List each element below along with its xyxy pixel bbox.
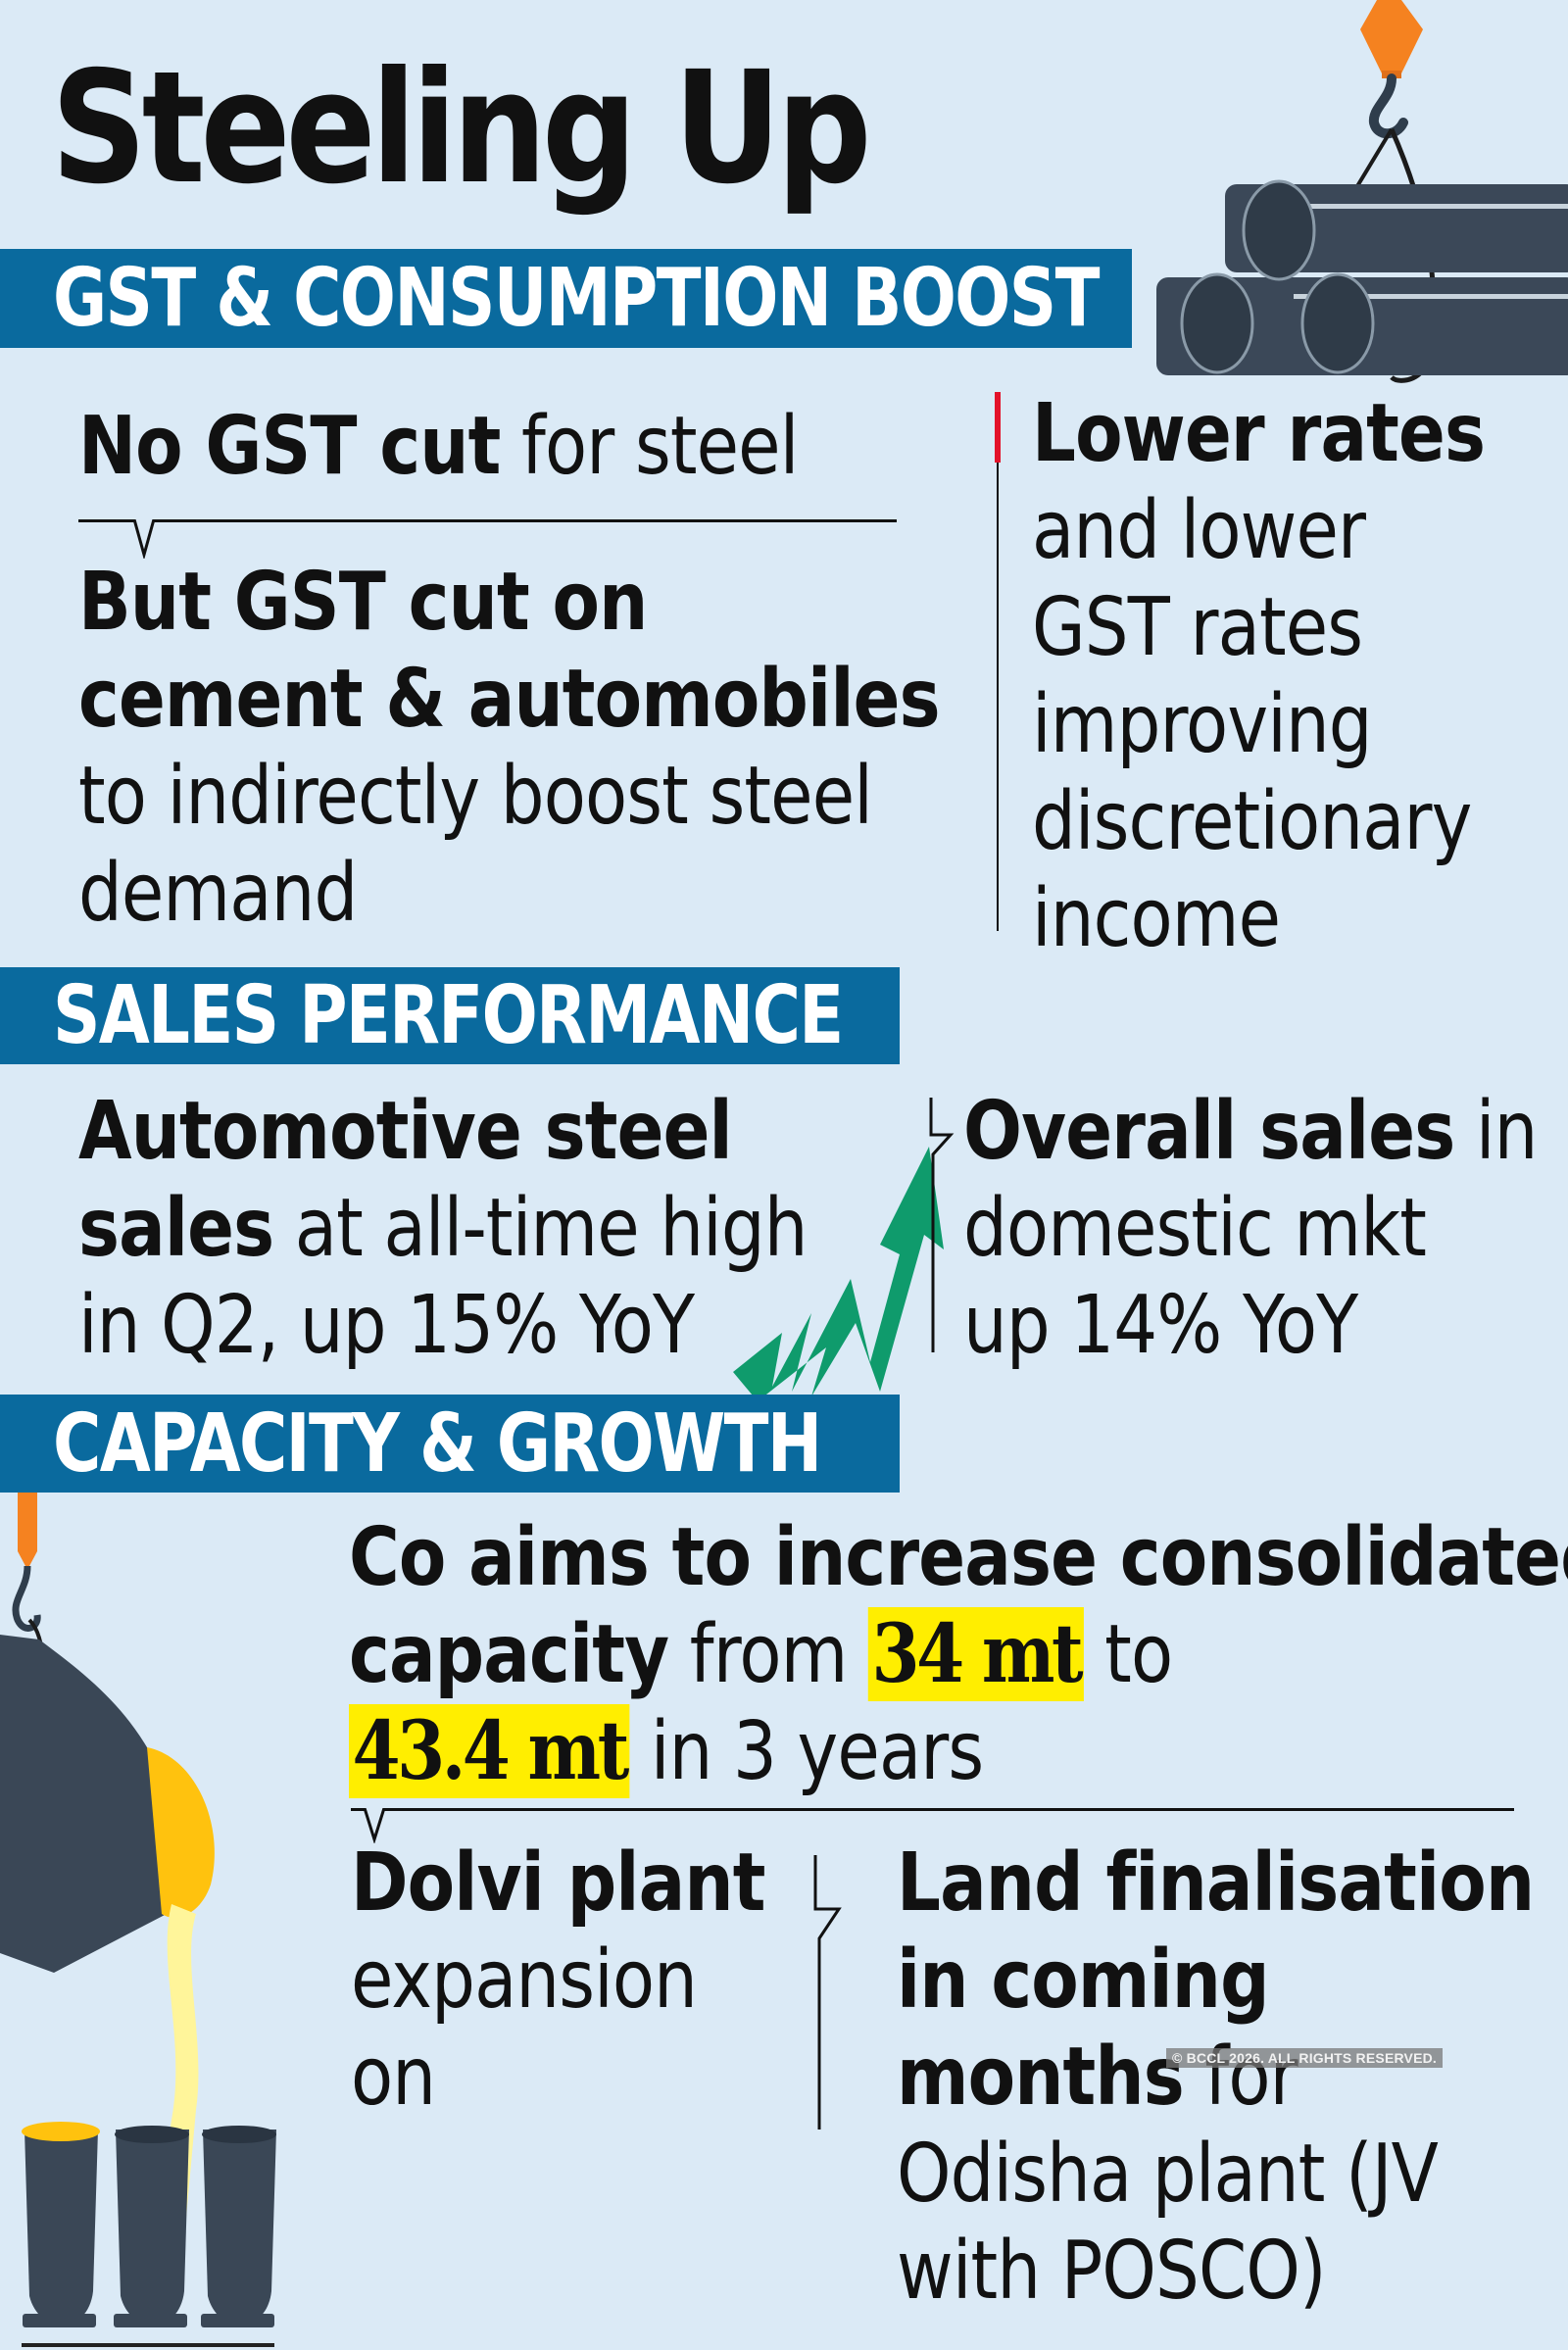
callout-pointer-icon [132,519,156,559]
section-heading: GST & CONSUMPTION BOOST [53,252,1100,345]
accent-bar-red [995,392,1001,463]
page-title: Steeling Up [51,38,872,219]
sales-overall-point: Overall sales in domestic mkt up 14% YoY [963,1085,1538,1372]
divider-line [351,1808,1514,1811]
gst-point-cut-on-cement: But GST cut on cement & automobiles to i… [78,556,941,940]
pot-1-icon [22,2122,100,2326]
pot-2-icon [115,2126,189,2326]
capacity-from-value: 34 mt [868,1607,1084,1701]
capacity-to-value: 43.4 mt [349,1704,630,1798]
molten-steel-ladle-illustration [0,1493,276,2347]
section-banner-gst: GST & CONSUMPTION BOOST [0,249,1132,348]
vertical-divider [997,463,999,931]
section-banner-sales: SALES PERFORMANCE [0,967,900,1064]
section-banner-capacity: CAPACITY & GROWTH [0,1395,900,1493]
pot-3-icon [202,2126,276,2326]
gst-right-point: Lower rates and lower GST rates improvin… [1032,387,1486,965]
pipes-crane-illustration [1156,0,1568,383]
dolvi-plant-point: Dolvi plant expansion on [351,1836,765,2124]
divider-line [78,519,897,522]
section-heading: CAPACITY & GROWTH [53,1396,822,1491]
rail-cart-icon [22,2314,274,2347]
callout-bracket-icon [813,1855,842,2130]
callout-bracket-icon [929,1098,955,1352]
growth-arrow-icon [733,1147,944,1401]
copyright-watermark: © BCCL 2026. ALL RIGHTS RESERVED. [1166,2048,1444,2068]
section-heading: SALES PERFORMANCE [53,969,844,1062]
gst-point-no-cut: No GST cut for steel [78,400,799,493]
callout-pointer-icon [363,1808,386,1843]
capacity-target-point: Co aims to increase consolidated capacit… [349,1511,1568,1798]
sales-automotive-point: Automotive steel sales at all-time high … [78,1085,808,1372]
odisha-land-point: Land finalisation in coming months for O… [897,1836,1535,2318]
steel-pipes-icon [1156,179,1568,375]
